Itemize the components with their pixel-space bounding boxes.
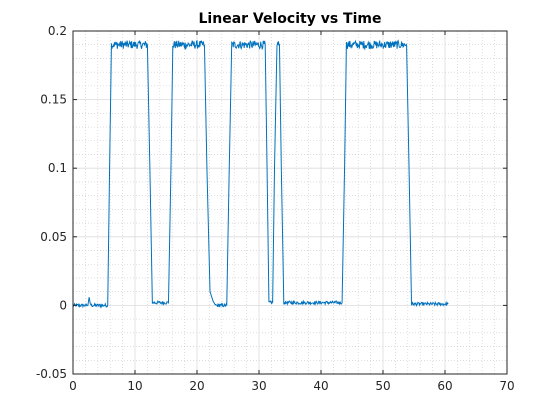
y-tick-label: 0.15 <box>40 93 67 107</box>
x-tick-label: 60 <box>437 379 452 393</box>
x-tick-label: 40 <box>313 379 328 393</box>
y-tick-label: 0 <box>59 298 67 312</box>
x-tick-label: 70 <box>499 379 514 393</box>
x-tick-label: 20 <box>189 379 204 393</box>
y-tick-label: 0.05 <box>40 230 67 244</box>
plot-frame <box>72 30 508 375</box>
series-layer <box>72 39 449 309</box>
x-tick-label: 50 <box>375 379 390 393</box>
series-line <box>72 39 449 309</box>
y-tick-label: 0.1 <box>48 161 67 175</box>
x-tick-label: 0 <box>69 379 77 393</box>
chart-title: Linear Velocity vs Time <box>199 11 382 27</box>
minor-grid <box>73 31 507 374</box>
y-tick-label: 0.2 <box>48 24 67 38</box>
y-tick-label: -0.05 <box>36 367 67 381</box>
x-tick-label: 30 <box>251 379 266 393</box>
x-tick-label: 10 <box>127 379 142 393</box>
plot-area <box>73 31 507 374</box>
